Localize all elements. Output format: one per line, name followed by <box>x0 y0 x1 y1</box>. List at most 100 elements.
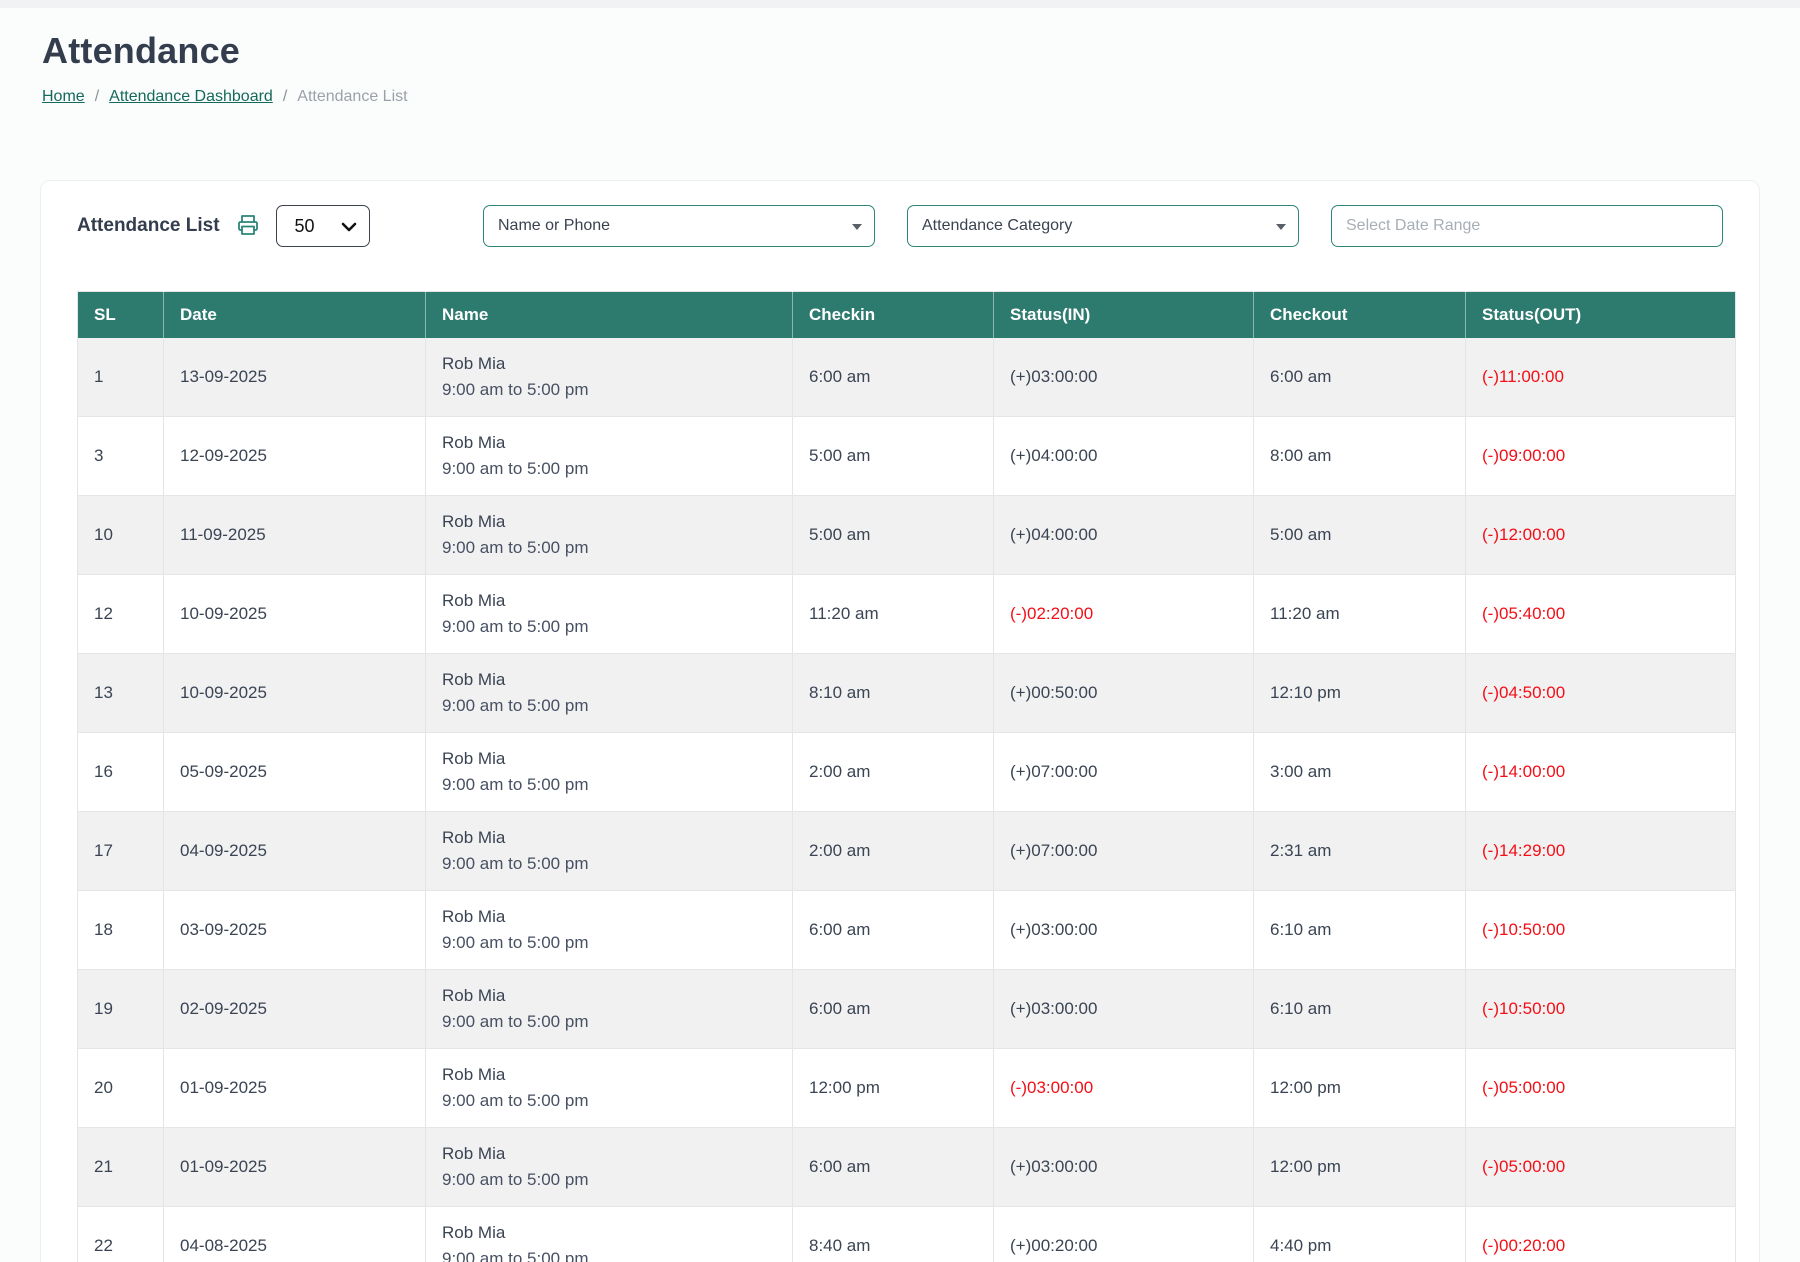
cell-name: Rob Mia 9:00 am to 5:00 pm <box>426 338 793 417</box>
employee-name: Rob Mia <box>442 1220 776 1246</box>
table-row: 20 01-09-2025 Rob Mia 9:00 am to 5:00 pm… <box>78 1048 1736 1127</box>
cell-sl: 21 <box>78 1127 164 1206</box>
cell-name: Rob Mia 9:00 am to 5:00 pm <box>426 890 793 969</box>
employee-name: Rob Mia <box>442 1141 776 1167</box>
cell-checkin: 5:00 am <box>793 416 994 495</box>
cell-checkout: 4:40 pm <box>1254 1206 1466 1262</box>
column-sl: SL <box>78 292 164 338</box>
cell-checkout: 2:31 am <box>1254 811 1466 890</box>
cell-checkin: 2:00 am <box>793 811 994 890</box>
name-or-phone-select[interactable]: Name or Phone <box>483 205 875 247</box>
cell-checkin: 5:00 am <box>793 495 994 574</box>
cell-name: Rob Mia 9:00 am to 5:00 pm <box>426 1048 793 1127</box>
cell-sl: 22 <box>78 1206 164 1262</box>
cell-status-in: (+)03:00:00 <box>994 1127 1254 1206</box>
cell-checkin: 6:00 am <box>793 890 994 969</box>
cell-checkout: 6:00 am <box>1254 338 1466 417</box>
shift-schedule: 9:00 am to 5:00 pm <box>442 772 776 798</box>
cell-sl: 19 <box>78 969 164 1048</box>
employee-name: Rob Mia <box>442 509 776 535</box>
table-row: 10 11-09-2025 Rob Mia 9:00 am to 5:00 pm… <box>78 495 1736 574</box>
cell-status-in: (+)07:00:00 <box>994 811 1254 890</box>
shift-schedule: 9:00 am to 5:00 pm <box>442 693 776 719</box>
dropdown-caret-icon <box>852 224 862 230</box>
shift-schedule: 9:00 am to 5:00 pm <box>442 1246 776 1262</box>
breadcrumb-attendance-dashboard-link[interactable]: Attendance Dashboard <box>109 88 273 106</box>
shift-schedule: 9:00 am to 5:00 pm <box>442 614 776 640</box>
cell-date: 04-09-2025 <box>164 811 426 890</box>
printer-icon <box>236 213 260 240</box>
column-status-out: Status(OUT) <box>1466 292 1736 338</box>
page-size-select[interactable]: 50 <box>276 205 370 247</box>
shift-schedule: 9:00 am to 5:00 pm <box>442 1167 776 1193</box>
cell-sl: 12 <box>78 574 164 653</box>
table-row: 13 10-09-2025 Rob Mia 9:00 am to 5:00 pm… <box>78 653 1736 732</box>
cell-checkin: 6:00 am <box>793 969 994 1048</box>
filter-group: Name or Phone Attendance Category <box>483 205 1723 247</box>
cell-status-in: (+)00:50:00 <box>994 653 1254 732</box>
cell-checkout: 3:00 am <box>1254 732 1466 811</box>
print-button[interactable] <box>234 211 262 242</box>
cell-checkin: 2:00 am <box>793 732 994 811</box>
breadcrumb-home-link[interactable]: Home <box>42 88 85 106</box>
cell-date: 10-09-2025 <box>164 574 426 653</box>
cell-sl: 13 <box>78 653 164 732</box>
cell-checkin: 6:00 am <box>793 1127 994 1206</box>
employee-name: Rob Mia <box>442 667 776 693</box>
cell-name: Rob Mia 9:00 am to 5:00 pm <box>426 1206 793 1262</box>
cell-checkout: 12:00 pm <box>1254 1048 1466 1127</box>
cell-status-out: (-)00:20:00 <box>1466 1206 1736 1262</box>
shift-schedule: 9:00 am to 5:00 pm <box>442 930 776 956</box>
column-date: Date <box>164 292 426 338</box>
column-status-in: Status(IN) <box>994 292 1254 338</box>
cell-date: 01-09-2025 <box>164 1048 426 1127</box>
employee-name: Rob Mia <box>442 1062 776 1088</box>
table-row: 18 03-09-2025 Rob Mia 9:00 am to 5:00 pm… <box>78 890 1736 969</box>
attendance-category-select[interactable]: Attendance Category <box>907 205 1299 247</box>
date-range-input[interactable] <box>1331 205 1723 247</box>
table-row: 21 01-09-2025 Rob Mia 9:00 am to 5:00 pm… <box>78 1127 1736 1206</box>
table-row: 22 04-08-2025 Rob Mia 9:00 am to 5:00 pm… <box>78 1206 1736 1262</box>
column-checkin: Checkin <box>793 292 994 338</box>
cell-name: Rob Mia 9:00 am to 5:00 pm <box>426 574 793 653</box>
cell-date: 05-09-2025 <box>164 732 426 811</box>
name-or-phone-placeholder: Name or Phone <box>498 217 610 235</box>
cell-status-out: (-)09:00:00 <box>1466 416 1736 495</box>
cell-date: 03-09-2025 <box>164 890 426 969</box>
shift-schedule: 9:00 am to 5:00 pm <box>442 456 776 482</box>
employee-name: Rob Mia <box>442 825 776 851</box>
cell-status-in: (+)03:00:00 <box>994 890 1254 969</box>
breadcrumb-current: Attendance List <box>297 88 407 106</box>
cell-status-in: (+)03:00:00 <box>994 969 1254 1048</box>
cell-sl: 3 <box>78 416 164 495</box>
cell-date: 01-09-2025 <box>164 1127 426 1206</box>
cell-name: Rob Mia 9:00 am to 5:00 pm <box>426 416 793 495</box>
column-name: Name <box>426 292 793 338</box>
breadcrumb: Home / Attendance Dashboard / Attendance… <box>42 88 1760 106</box>
cell-date: 10-09-2025 <box>164 653 426 732</box>
column-checkout: Checkout <box>1254 292 1466 338</box>
cell-date: 04-08-2025 <box>164 1206 426 1262</box>
cell-sl: 1 <box>78 338 164 417</box>
table-row: 12 10-09-2025 Rob Mia 9:00 am to 5:00 pm… <box>78 574 1736 653</box>
employee-name: Rob Mia <box>442 430 776 456</box>
employee-name: Rob Mia <box>442 351 776 377</box>
cell-checkout: 11:20 am <box>1254 574 1466 653</box>
cell-status-out: (-)10:50:00 <box>1466 969 1736 1048</box>
cell-date: 02-09-2025 <box>164 969 426 1048</box>
cell-name: Rob Mia 9:00 am to 5:00 pm <box>426 732 793 811</box>
attendance-table: SL Date Name Checkin Status(IN) Checkout… <box>77 291 1736 1262</box>
cell-status-out: (-)05:00:00 <box>1466 1127 1736 1206</box>
cell-sl: 17 <box>78 811 164 890</box>
cell-status-in: (+)07:00:00 <box>994 732 1254 811</box>
cell-checkout: 6:10 am <box>1254 969 1466 1048</box>
cell-name: Rob Mia 9:00 am to 5:00 pm <box>426 1127 793 1206</box>
table-row: 1 13-09-2025 Rob Mia 9:00 am to 5:00 pm … <box>78 338 1736 417</box>
table-row: 19 02-09-2025 Rob Mia 9:00 am to 5:00 pm… <box>78 969 1736 1048</box>
table-header: SL Date Name Checkin Status(IN) Checkout… <box>78 292 1736 338</box>
cell-checkout: 5:00 am <box>1254 495 1466 574</box>
cell-name: Rob Mia 9:00 am to 5:00 pm <box>426 811 793 890</box>
cell-status-in: (+)00:20:00 <box>994 1206 1254 1262</box>
cell-status-out: (-)04:50:00 <box>1466 653 1736 732</box>
breadcrumb-separator: / <box>95 88 99 106</box>
